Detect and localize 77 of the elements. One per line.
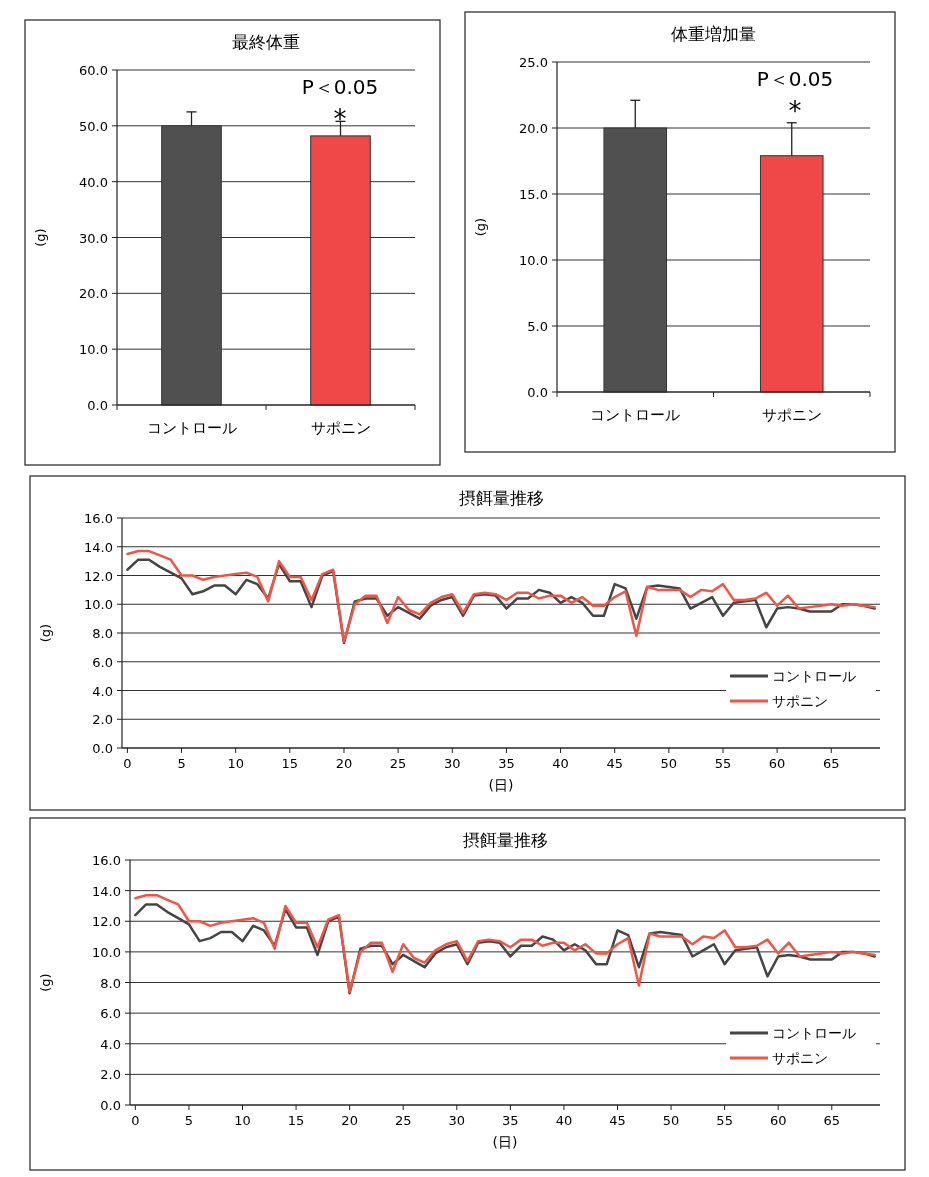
y-tick-label: 10.0: [84, 597, 113, 613]
x-tick-label: 25: [394, 1113, 412, 1128]
x-tick-label: 40: [555, 1113, 573, 1128]
legend-label: コントロール: [772, 668, 856, 684]
y-tick-label: 6.0: [100, 1006, 121, 1022]
x-tick-label: 30: [448, 1113, 466, 1128]
x-tick-label: 55: [714, 756, 732, 771]
x-tick-label: 45: [609, 1113, 626, 1128]
y-tick-label: 4.0: [100, 1036, 121, 1052]
chart-title: 摂餌量推移: [458, 488, 544, 508]
y-tick-label: 60.0: [79, 63, 108, 78]
y-tick-label: 20.0: [79, 286, 108, 302]
x-tick-label: 35: [502, 1113, 519, 1128]
y-tick-label: 14.0: [84, 539, 113, 555]
y-tick-label: 14.0: [92, 883, 121, 899]
annotation: *: [333, 104, 347, 134]
y-tick-label: 6.0: [92, 654, 113, 670]
legend-label: サポニン: [772, 693, 828, 709]
y-tick-label: 5.0: [527, 319, 548, 334]
y-tick-label: 10.0: [519, 253, 548, 268]
x-tick-label: 45: [606, 756, 623, 771]
x-tick-label: 35: [498, 756, 515, 771]
y-tick-label: 10.0: [92, 944, 121, 960]
y-tick-label: 0.0: [100, 1098, 121, 1113]
y-tick-label: 2.0: [100, 1067, 121, 1083]
chart-title: 体重増加量: [671, 24, 756, 44]
y-tick-label: 0.0: [527, 385, 548, 400]
x-tick-label: 30: [444, 756, 461, 771]
y-tick-label: 50.0: [79, 118, 108, 134]
x-tick-label: 50: [662, 1113, 680, 1128]
chart-title: 摂餌量推移: [462, 830, 548, 850]
y-tick-label: 0.0: [87, 398, 108, 413]
chart-title: 最終体重: [232, 32, 300, 52]
annotation: P＜0.05: [301, 75, 379, 99]
y-tick-label: 15.0: [519, 187, 548, 202]
y-tick-label: 8.0: [100, 975, 121, 991]
y-axis-title: (g): [33, 228, 48, 247]
x-tick-label: 0: [123, 756, 132, 771]
x-tick-label: 55: [716, 1113, 733, 1128]
x-axis-title: (日): [488, 777, 514, 793]
y-axis-title: (g): [473, 217, 488, 237]
y-tick-label: 0.0: [92, 741, 113, 756]
x-tick-label: 65: [823, 1113, 841, 1128]
x-tick-label: 10: [227, 756, 244, 771]
x-tick-label: 0: [131, 1113, 140, 1128]
legend-label: サポニン: [772, 1050, 828, 1066]
y-axis-title: (g): [38, 973, 53, 992]
y-tick-label: 30.0: [79, 230, 108, 246]
y-tick-label: 2.0: [92, 712, 113, 728]
x-tick-label: 40: [552, 756, 569, 771]
y-tick-label: 40.0: [79, 174, 108, 190]
x-tick-label: 5: [177, 756, 186, 771]
x-tick-label: 60: [769, 1113, 787, 1128]
x-tick-label: 65: [823, 756, 840, 771]
y-tick-label: 4.0: [92, 683, 113, 699]
x-tick-label: 50: [660, 756, 678, 771]
y-tick-label: 8.0: [92, 626, 113, 641]
y-tick-label: 16.0: [92, 853, 121, 868]
x-tick-label: 20: [335, 756, 353, 771]
x-tick-label: 60: [768, 756, 786, 771]
annotation: *: [788, 96, 802, 126]
y-tick-label: 10.0: [79, 342, 108, 358]
y-tick-label: 20.0: [519, 121, 548, 136]
x-tick-label: 15: [287, 1113, 305, 1128]
legend-label: コントロール: [772, 1025, 856, 1041]
x-tick-label: 25: [389, 756, 407, 771]
x-tick-label: 10: [234, 1113, 251, 1128]
x-tick-label: 5: [184, 1113, 194, 1128]
y-tick-label: 25.0: [519, 55, 548, 70]
y-tick-label: 12.0: [84, 568, 113, 584]
x-axis-title: (日): [492, 1134, 518, 1150]
y-axis-title: (g): [38, 623, 53, 643]
x-tick-label: 15: [281, 756, 299, 771]
y-tick-label: 16.0: [84, 511, 113, 526]
x-tick-label: 20: [341, 1113, 358, 1128]
y-tick-label: 12.0: [92, 914, 121, 930]
annotation: P＜0.05: [756, 67, 834, 91]
